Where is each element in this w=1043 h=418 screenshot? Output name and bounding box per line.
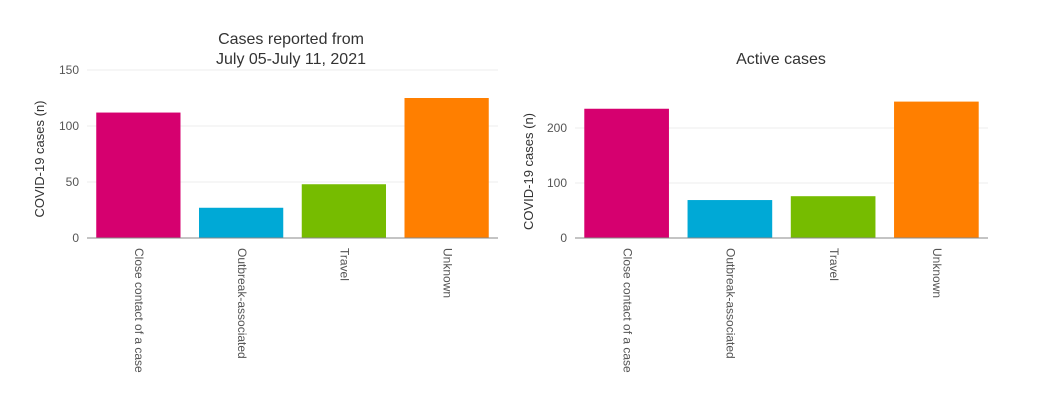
y-tick-label: 100: [59, 119, 79, 133]
bar[interactable]: [790, 196, 876, 238]
x-tick-label: Unknown: [440, 248, 454, 298]
bar[interactable]: [198, 207, 284, 238]
x-tick-label: Close contact of a case: [132, 248, 146, 373]
y-axis-label: COVID-19 cases (n): [521, 113, 536, 230]
y-tick-label: 150: [59, 63, 79, 77]
bar[interactable]: [404, 98, 489, 238]
x-tick-label: Close contact of a case: [620, 248, 634, 373]
y-tick-label: 0: [72, 231, 79, 245]
x-tick-label: Travel: [338, 248, 352, 281]
chart-title-line: Active cases: [736, 51, 826, 68]
y-tick-label: 200: [547, 121, 567, 135]
x-tick-label: Unknown: [930, 248, 944, 298]
chart-panel-2: Active cases 0 100 200 COVID-19 cases (n) Clo…: [521, 51, 988, 373]
bar[interactable]: [96, 112, 181, 238]
chart-title-line: Cases reported from: [218, 31, 364, 48]
bar[interactable]: [301, 184, 387, 238]
y-tick-label: 50: [66, 175, 80, 189]
bar[interactable]: [584, 108, 669, 238]
x-tick-label: Outbreak-associated: [235, 248, 249, 359]
bar[interactable]: [894, 101, 979, 238]
chart-panel-1: Cases reported from July 05-July 11, 2021…: [32, 31, 498, 373]
x-tick-label: Outbreak-associated: [724, 248, 738, 359]
y-tick-label: 100: [547, 176, 567, 190]
bar[interactable]: [687, 200, 773, 238]
y-tick-label: 0: [560, 231, 567, 245]
x-tick-label: Travel: [827, 248, 841, 281]
chart-title-line: July 05-July 11, 2021: [216, 51, 366, 68]
y-axis-label: COVID-19 cases (n): [32, 100, 47, 217]
